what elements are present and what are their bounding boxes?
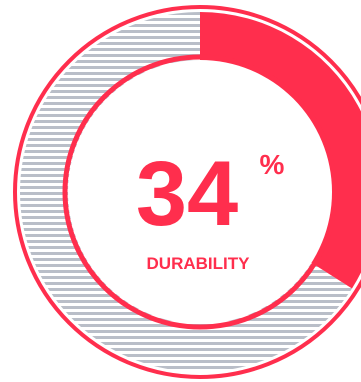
unit-label: % [260, 149, 285, 180]
outer-ring [13, 5, 361, 379]
inner-ring [62, 54, 338, 330]
center-disc [68, 60, 332, 324]
value-number: 34 [136, 143, 238, 245]
durability-label: DURABILITY [147, 254, 251, 273]
